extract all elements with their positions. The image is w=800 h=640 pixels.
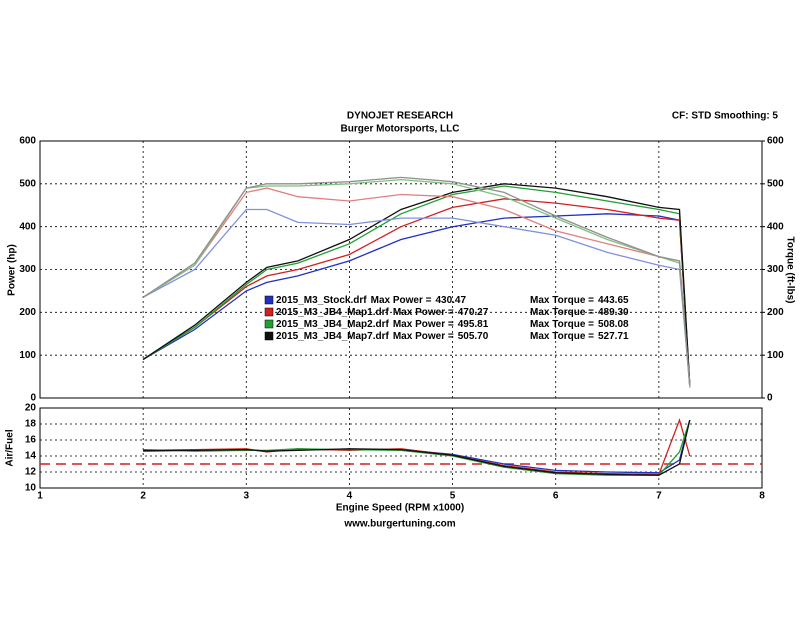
footer: www.burgertuning.com bbox=[343, 519, 455, 530]
x-tick-label: 7 bbox=[656, 491, 662, 502]
legend-torque: Max Torque = 489.30 bbox=[530, 307, 629, 318]
legend-label: 2015_M3_JB4_Map1.drf Max Power = 470.27 bbox=[276, 307, 489, 318]
y2-tick-label: 600 bbox=[767, 136, 784, 147]
data-line bbox=[143, 419, 691, 476]
x-tick-label: 4 bbox=[347, 491, 353, 502]
legend-swatch bbox=[264, 331, 274, 341]
y2-tick-label: 200 bbox=[767, 307, 784, 318]
legend-swatch bbox=[264, 295, 274, 305]
y2-tick-label: 500 bbox=[767, 178, 784, 189]
y-tick-label: 10 bbox=[25, 483, 37, 494]
legend-text: 470.27 bbox=[458, 307, 489, 318]
legend-label: 2015_M3_Stock.drf Max Power = 430.47 bbox=[276, 295, 466, 306]
legend-text: 489.30 bbox=[598, 307, 629, 318]
legend-torque: Max Torque = 443.65 bbox=[530, 295, 629, 306]
legend-label: 2015_M3_JB4_Map7.drf Max Power = 505.70 bbox=[276, 331, 489, 342]
y2-tick-label: 0 bbox=[767, 393, 773, 404]
legend-text: 2015_M3_JB4_Map1.drf bbox=[276, 307, 390, 318]
legend-text: 495.81 bbox=[458, 319, 489, 330]
y2-tick-label: 300 bbox=[767, 264, 784, 275]
legend-label: 2015_M3_JB4_Map2.drf Max Power = 495.81 bbox=[276, 319, 489, 330]
settings-note: CF: STD Smoothing: 5 bbox=[672, 111, 779, 122]
y-tick-label: 20 bbox=[25, 403, 37, 414]
legend-text: Max Power = bbox=[371, 295, 432, 306]
y-tick-label: 14 bbox=[25, 451, 37, 462]
data-line bbox=[142, 183, 691, 386]
y-tick-label: 300 bbox=[19, 264, 36, 275]
y-tick-label: 16 bbox=[25, 435, 37, 446]
y-tick-label: 0 bbox=[30, 393, 36, 404]
legend-text: 2015_M3_JB4_Map2.drf bbox=[276, 319, 390, 330]
y-tick-label: 12 bbox=[25, 467, 37, 478]
data-line bbox=[142, 176, 691, 386]
y-tick-label: 600 bbox=[19, 136, 36, 147]
y-tick-label: 400 bbox=[19, 221, 36, 232]
legend-text: Max Torque = bbox=[530, 295, 594, 306]
x-tick-label: 1 bbox=[37, 491, 43, 502]
data-line bbox=[142, 198, 691, 388]
afr-axis-label: Air/Fuel bbox=[5, 429, 16, 466]
chart-title: DYNOJET RESEARCH bbox=[347, 111, 453, 122]
y2-tick-label: 400 bbox=[767, 221, 784, 232]
legend-text: 2015_M3_JB4_Map7.drf bbox=[276, 331, 390, 342]
legend-text: 508.08 bbox=[598, 319, 629, 330]
legend-text: 430.47 bbox=[435, 295, 466, 306]
legend-text: 527.71 bbox=[598, 331, 629, 342]
legend-text: 505.70 bbox=[458, 331, 489, 342]
y-tick-label: 200 bbox=[19, 307, 36, 318]
legend-text: Max Torque = bbox=[530, 319, 594, 330]
y2-axis-label: Torque (ft-lbs) bbox=[784, 236, 795, 303]
legend-text: Max Power = bbox=[393, 307, 454, 318]
legend-swatch bbox=[264, 307, 274, 317]
x-tick-label: 8 bbox=[759, 491, 765, 502]
y-tick-label: 100 bbox=[19, 350, 36, 361]
x-tick-label: 6 bbox=[553, 491, 559, 502]
data-line bbox=[142, 185, 691, 388]
data-line bbox=[142, 208, 691, 386]
legend-text: 443.65 bbox=[598, 295, 629, 306]
plot-frame bbox=[39, 407, 763, 489]
y-tick-label: 500 bbox=[19, 178, 36, 189]
y2-tick-label: 100 bbox=[767, 350, 784, 361]
data-line bbox=[142, 213, 691, 386]
legend-text: 2015_M3_Stock.drf bbox=[276, 295, 367, 306]
x-tick-label: 2 bbox=[140, 491, 146, 502]
x-tick-label: 3 bbox=[244, 491, 250, 502]
legend-swatch bbox=[264, 319, 274, 329]
legend-text: Max Torque = bbox=[530, 331, 594, 342]
legend-torque: Max Torque = 508.08 bbox=[530, 319, 629, 330]
x-tick-label: 5 bbox=[450, 491, 456, 502]
chart-subtitle: Burger Motorsports, LLC bbox=[341, 124, 460, 135]
y-tick-label: 18 bbox=[25, 419, 37, 430]
data-line bbox=[142, 187, 691, 388]
legend-text: Max Torque = bbox=[530, 307, 594, 318]
legend-torque: Max Torque = 527.71 bbox=[530, 331, 629, 342]
y-axis-label: Power (hp) bbox=[7, 244, 18, 296]
legend-text: Max Power = bbox=[393, 331, 454, 342]
legend-text: Max Power = bbox=[393, 319, 454, 330]
x-axis-label: Engine Speed (RPM x1000) bbox=[336, 503, 464, 514]
